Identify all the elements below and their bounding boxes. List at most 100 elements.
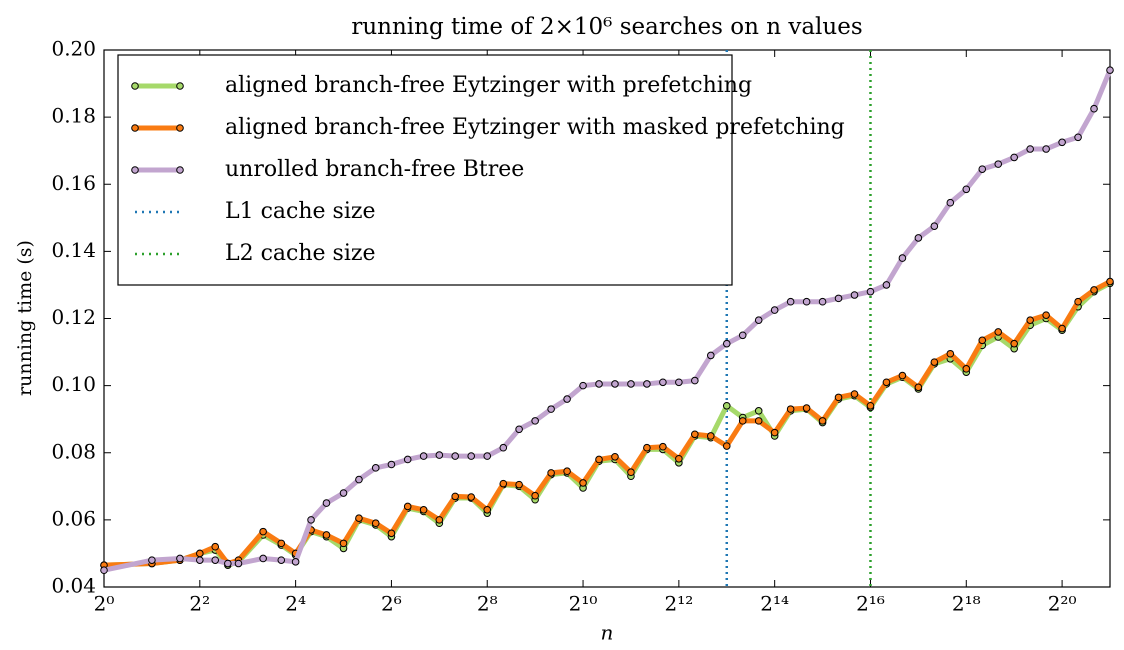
x-tick-label: 2⁸ — [477, 592, 498, 616]
point — [978, 165, 987, 173]
point — [371, 519, 380, 528]
point — [866, 287, 875, 296]
x-tick-label: 2¹⁸ — [952, 592, 981, 616]
point — [930, 358, 939, 366]
point — [547, 405, 555, 413]
x-tick-label: 2⁶ — [381, 592, 402, 616]
point — [579, 479, 587, 487]
point — [754, 316, 763, 324]
y-tick-label: 0.20 — [51, 37, 96, 61]
point — [307, 516, 315, 524]
point — [419, 506, 428, 514]
x-tick-label: 2¹² — [664, 592, 693, 616]
point — [627, 468, 635, 477]
point — [371, 464, 380, 472]
point — [483, 506, 492, 514]
point — [659, 378, 667, 387]
point — [818, 297, 827, 306]
point — [355, 514, 363, 522]
legend-label: aligned branch-free Eytzinger with maske… — [225, 115, 845, 140]
point — [675, 454, 683, 463]
point — [196, 556, 204, 564]
point — [675, 378, 683, 387]
point — [738, 331, 747, 340]
point — [946, 349, 955, 358]
point — [1090, 286, 1098, 294]
legend-label: L1 cache size — [225, 199, 375, 224]
point — [483, 452, 492, 460]
point — [277, 556, 286, 564]
point — [659, 442, 667, 451]
point — [563, 395, 571, 403]
point — [563, 467, 571, 476]
point — [850, 291, 859, 299]
point — [499, 443, 508, 452]
x-tick-label: 2¹⁴ — [760, 592, 789, 616]
point — [770, 306, 779, 314]
x-tick-label: 2¹⁰ — [569, 592, 598, 616]
point — [691, 376, 699, 385]
legend-swatch — [176, 166, 184, 174]
point — [515, 425, 523, 434]
point — [643, 380, 651, 388]
point — [451, 452, 459, 460]
point — [722, 442, 731, 450]
point — [579, 381, 587, 390]
point — [1026, 316, 1034, 324]
point — [786, 297, 795, 306]
point — [962, 185, 971, 194]
point — [1042, 145, 1050, 153]
point — [100, 566, 108, 575]
point — [738, 417, 747, 425]
point — [754, 406, 763, 415]
point — [914, 234, 923, 242]
point — [148, 556, 156, 564]
point — [403, 455, 412, 464]
series-line — [103, 281, 1112, 568]
legend-swatch — [131, 166, 139, 174]
point — [850, 390, 859, 398]
point — [291, 558, 300, 566]
y-axis-label: running time (s) — [14, 240, 36, 396]
point — [882, 281, 891, 289]
point — [387, 460, 396, 469]
y-tick-label: 0.08 — [51, 439, 96, 463]
legend-swatch — [131, 82, 139, 90]
y-tick-label: 0.06 — [51, 506, 96, 530]
point — [930, 222, 939, 231]
point — [898, 371, 907, 380]
point — [467, 493, 476, 501]
legend-swatch — [176, 124, 184, 132]
point — [978, 336, 987, 345]
point — [1074, 297, 1082, 306]
x-tick-label: 2⁰ — [94, 592, 115, 616]
point — [211, 542, 220, 551]
point — [531, 491, 539, 500]
point — [611, 452, 619, 461]
point — [196, 549, 204, 558]
point — [1010, 339, 1018, 348]
x-tick-label: 2¹⁶ — [856, 592, 885, 616]
point — [946, 198, 955, 207]
legend-swatch — [131, 124, 139, 132]
point — [259, 554, 267, 563]
point — [259, 527, 267, 536]
point — [403, 502, 412, 511]
point — [322, 531, 331, 539]
point — [882, 378, 891, 387]
point — [339, 489, 348, 497]
point — [643, 443, 651, 452]
point — [211, 556, 220, 564]
point — [419, 452, 428, 460]
point — [914, 383, 923, 392]
point — [435, 516, 444, 524]
point — [515, 480, 523, 489]
point — [754, 417, 763, 425]
point — [818, 417, 827, 425]
point — [802, 404, 811, 412]
point — [706, 351, 715, 360]
y-tick-label: 0.10 — [51, 372, 96, 396]
point — [786, 405, 795, 413]
point — [770, 428, 779, 437]
